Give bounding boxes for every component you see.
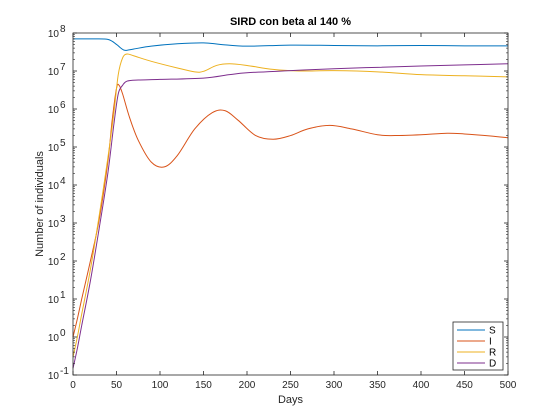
x-tick-label: 50 (111, 380, 123, 391)
y-tick-label: 10 (48, 333, 60, 344)
y-tick-exponent: 1 (60, 290, 66, 301)
y-tick-label: 10 (48, 257, 60, 268)
y-tick-exponent: 7 (60, 62, 66, 73)
y-tick-label: 10 (48, 219, 60, 230)
y-tick-label: 10 (48, 181, 60, 192)
y-tick-label: 10 (48, 295, 60, 306)
x-axis-label: Days (278, 394, 304, 406)
series-line-r (72, 53, 509, 357)
y-tick-exponent: 5 (60, 138, 66, 149)
plot-area (73, 33, 508, 375)
series-line-d (72, 63, 509, 369)
y-tick-exponent: 3 (60, 214, 66, 225)
legend-label-d: D (489, 359, 496, 370)
series-layer (72, 38, 509, 369)
x-tick-label: 200 (239, 380, 256, 391)
chart-title: SIRD con beta al 140 % (230, 16, 351, 28)
y-axis-label: Number of individuals (34, 151, 46, 257)
x-axis: 0 50 100 150 200 250 300 350 400 450 500 (70, 33, 517, 391)
legend-label-i: I (489, 337, 492, 348)
x-tick-label: 400 (413, 380, 430, 391)
legend-label-r: R (489, 348, 496, 359)
x-tick-label: 450 (456, 380, 473, 391)
x-tick-label: 250 (282, 380, 299, 391)
x-tick-label: 100 (152, 380, 169, 391)
y-tick-exponent: 6 (60, 100, 66, 111)
y-tick-exponent: 4 (60, 176, 66, 187)
y-tick-label: 10 (48, 29, 60, 40)
y-tick-label: 10 (48, 67, 60, 78)
y-tick-exponent: 2 (60, 252, 66, 263)
y-tick-exponent: 8 (60, 24, 66, 35)
series-line-s (72, 38, 509, 51)
x-tick-label: 350 (369, 380, 386, 391)
legend-label-s: S (489, 326, 496, 337)
x-tick-label: 0 (70, 380, 76, 391)
y-tick-exponent: -1 (60, 366, 69, 377)
y-tick-exponent: 0 (60, 328, 66, 339)
legend: SIRD (452, 321, 504, 371)
y-tick-label: 10 (48, 105, 60, 116)
y-tick-label: 10 (48, 371, 60, 382)
x-tick-label: 500 (500, 380, 517, 391)
y-tick-label: 10 (48, 143, 60, 154)
x-tick-label: 300 (326, 380, 343, 391)
x-tick-label: 150 (195, 380, 212, 391)
